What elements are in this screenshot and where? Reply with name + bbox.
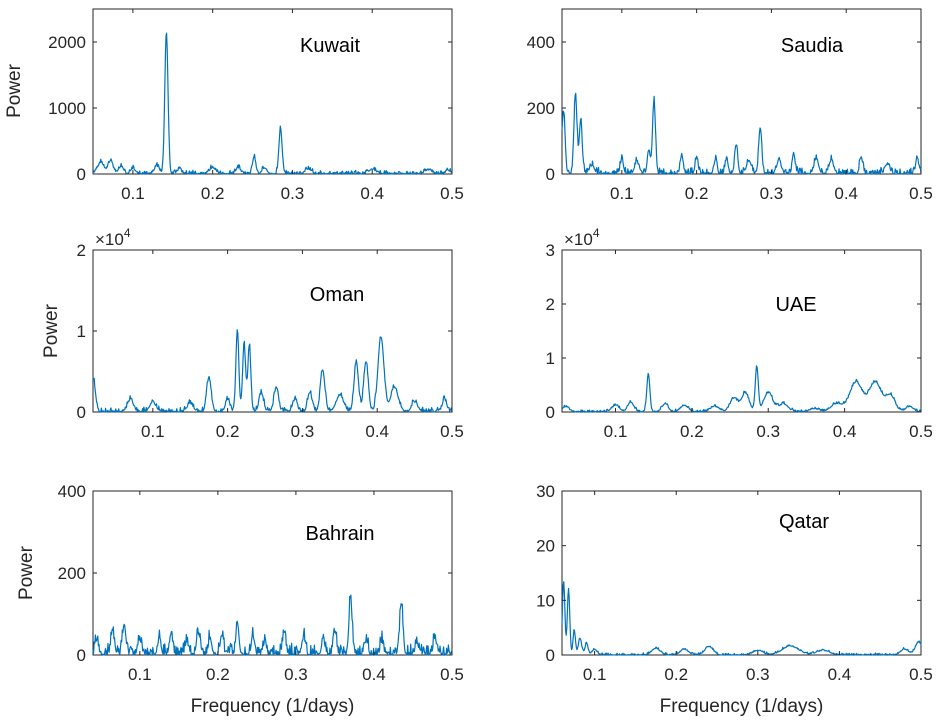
power-series-line — [561, 92, 922, 175]
x-tick-label: 0.2 — [680, 422, 704, 441]
subplot-bahrain: 0.1 0.2 0.3 0.4 0.5 0 200 400 Bahrain Power Freque… — [16, 482, 464, 717]
x-tick-label: 0.4 — [365, 422, 389, 441]
y-tick-label: 2 — [546, 295, 555, 314]
x-tick-label: 0.1 — [141, 422, 165, 441]
x-tick-label: 0.3 — [284, 665, 308, 684]
subplot-saudia: 0.1 0.2 0.3 0.4 0.5 0 200 400 Saudia — [527, 8, 933, 203]
y-exponent-label: ×104 — [95, 226, 131, 249]
x-tick-label: 0.1 — [128, 665, 152, 684]
y-tick-label: 400 — [58, 482, 86, 501]
y-tick-label: 3 — [546, 241, 555, 260]
y-exponent-label: ×104 — [564, 226, 600, 249]
y-tick-label: 10 — [536, 591, 555, 610]
x-tick-label: 0.4 — [828, 665, 852, 684]
x-tick-label: 0.4 — [833, 422, 857, 441]
x-tick-label: 0.4 — [834, 184, 858, 203]
x-tick-label: 0.2 — [206, 665, 230, 684]
x-tick-label: 0.5 — [909, 422, 933, 441]
x-tick-label: 0.5 — [909, 184, 933, 203]
x-axis-label: Frequency (1/days) — [191, 696, 355, 717]
subplot-title: Saudia — [781, 35, 844, 57]
subplot-title: Qatar — [779, 511, 829, 533]
y-tick-label: 0 — [546, 165, 555, 184]
subplot-title: Oman — [310, 284, 364, 306]
y-tick-label: 0 — [77, 403, 86, 422]
subplot-title: Bahrain — [306, 523, 375, 545]
subplot-kuwait: 0.1 0.2 0.3 0.4 0.5 0 1000 2000 Kuwait Power — [4, 8, 464, 203]
y-tick-label: 1 — [77, 322, 86, 341]
subplot-title: Kuwait — [300, 35, 360, 57]
x-tick-label: 0.4 — [362, 665, 386, 684]
x-tick-label: 0.5 — [440, 422, 464, 441]
y-tick-label: 1 — [546, 349, 555, 368]
x-tick-label: 0.4 — [360, 184, 384, 203]
x-tick-label: 0.1 — [610, 184, 634, 203]
x-tick-label: 0.5 — [909, 665, 933, 684]
x-tick-label: 0.1 — [604, 422, 628, 441]
plot-area — [561, 490, 922, 656]
plot-area — [92, 8, 453, 175]
power-series-line — [92, 594, 453, 656]
x-tick-label: 0.3 — [281, 184, 305, 203]
power-series-line — [92, 32, 453, 175]
y-tick-label: 2000 — [48, 33, 86, 52]
subplot-title: UAE — [775, 294, 816, 316]
y-axis-label: Power — [4, 63, 25, 118]
y-axis-label: Power — [16, 545, 37, 600]
y-tick-label: 400 — [527, 33, 555, 52]
x-tick-label: 0.1 — [583, 665, 607, 684]
x-tick-label: 0.3 — [746, 665, 770, 684]
x-tick-label: 0.3 — [291, 422, 315, 441]
y-tick-label: 30 — [536, 482, 555, 501]
y-axis-label: Power — [41, 303, 62, 358]
x-tick-label: 0.3 — [756, 422, 780, 441]
subplot-oman: 0.1 0.2 0.3 0.4 0.5 0 1 2 ×104 Oman Power — [41, 226, 464, 441]
y-tick-label: 200 — [58, 564, 86, 583]
plot-area — [561, 8, 922, 175]
y-tick-label: 1000 — [48, 99, 86, 118]
x-axis-label: Frequency (1/days) — [660, 696, 824, 717]
x-tick-label: 0.1 — [121, 184, 145, 203]
subplot-qatar: 0.1 0.2 0.3 0.4 0.5 0 10 20 30 Qatar Frequency (1/… — [536, 482, 933, 717]
plot-area — [92, 249, 453, 413]
y-tick-label: 0 — [546, 403, 555, 422]
power-series-line — [92, 329, 453, 413]
x-tick-label: 0.2 — [201, 184, 225, 203]
subplot-uae: 0.1 0.2 0.3 0.4 0.5 0 1 2 3 ×104 UAE — [546, 226, 933, 441]
power-series-line — [561, 581, 922, 656]
y-tick-label: 200 — [527, 99, 555, 118]
y-tick-label: 20 — [536, 537, 555, 556]
plot-area — [92, 490, 453, 656]
plot-area — [561, 249, 922, 413]
x-tick-label: 0.3 — [760, 184, 784, 203]
y-tick-label: 0 — [77, 646, 86, 665]
x-tick-label: 0.2 — [685, 184, 709, 203]
x-tick-label: 0.2 — [216, 422, 240, 441]
y-tick-label: 0 — [77, 165, 86, 184]
x-tick-label: 0.5 — [440, 665, 464, 684]
y-tick-label: 0 — [546, 646, 555, 665]
power-series-line — [561, 365, 922, 413]
y-tick-label: 2 — [77, 241, 86, 260]
x-tick-label: 0.5 — [440, 184, 464, 203]
x-tick-label: 0.2 — [664, 665, 688, 684]
